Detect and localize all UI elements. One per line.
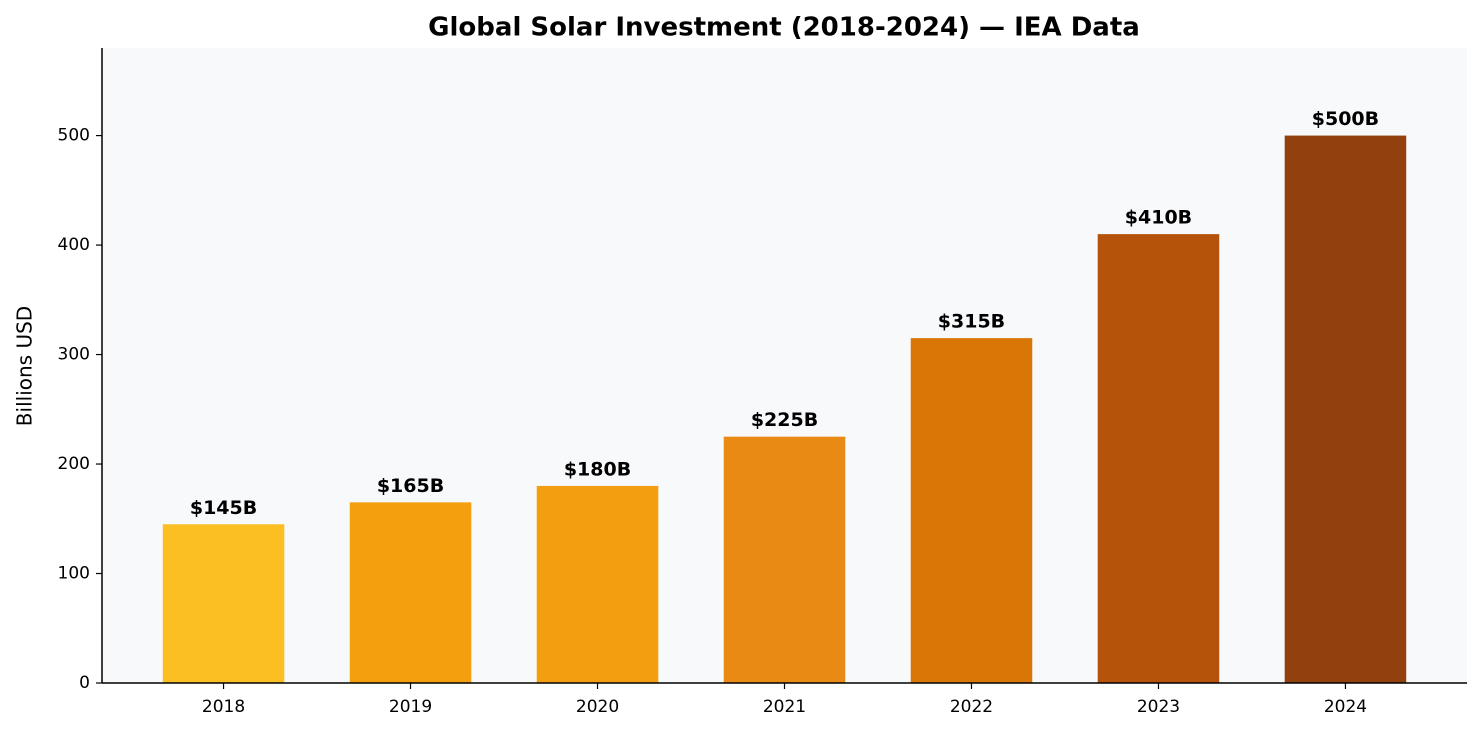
bar: [349, 502, 472, 683]
x-tick-label: 2019: [389, 697, 432, 717]
y-tick-label: 300: [58, 345, 90, 365]
bar: [910, 338, 1033, 683]
x-tick-label: 2021: [763, 697, 806, 717]
value-label: $315B: [938, 311, 1005, 333]
x-tick-label: 2023: [1137, 697, 1180, 717]
bar: [162, 524, 285, 683]
y-axis-label: Billions USD: [13, 306, 37, 426]
bar: [536, 485, 659, 683]
bar: [723, 436, 846, 683]
y-tick-label: 100: [58, 564, 90, 584]
y-tick-label: 500: [58, 126, 90, 146]
value-label: $180B: [564, 458, 631, 480]
value-label: $410B: [1125, 207, 1192, 229]
value-label: $225B: [751, 409, 818, 431]
x-tick-label: 2024: [1324, 697, 1367, 717]
x-tick-label: 2018: [202, 697, 245, 717]
value-label: $165B: [377, 475, 444, 497]
x-tick-label: 2022: [950, 697, 993, 717]
bar: [1097, 234, 1220, 683]
bar: [1284, 135, 1407, 684]
y-tick-label: 400: [58, 235, 90, 255]
y-tick-label: 0: [79, 673, 90, 693]
value-label: $145B: [190, 497, 257, 519]
value-label: $500B: [1312, 108, 1379, 130]
x-tick-label: 2020: [576, 697, 619, 717]
chart-title: Global Solar Investment (2018-2024) — IE…: [428, 13, 1140, 43]
y-tick-label: 200: [58, 454, 90, 474]
